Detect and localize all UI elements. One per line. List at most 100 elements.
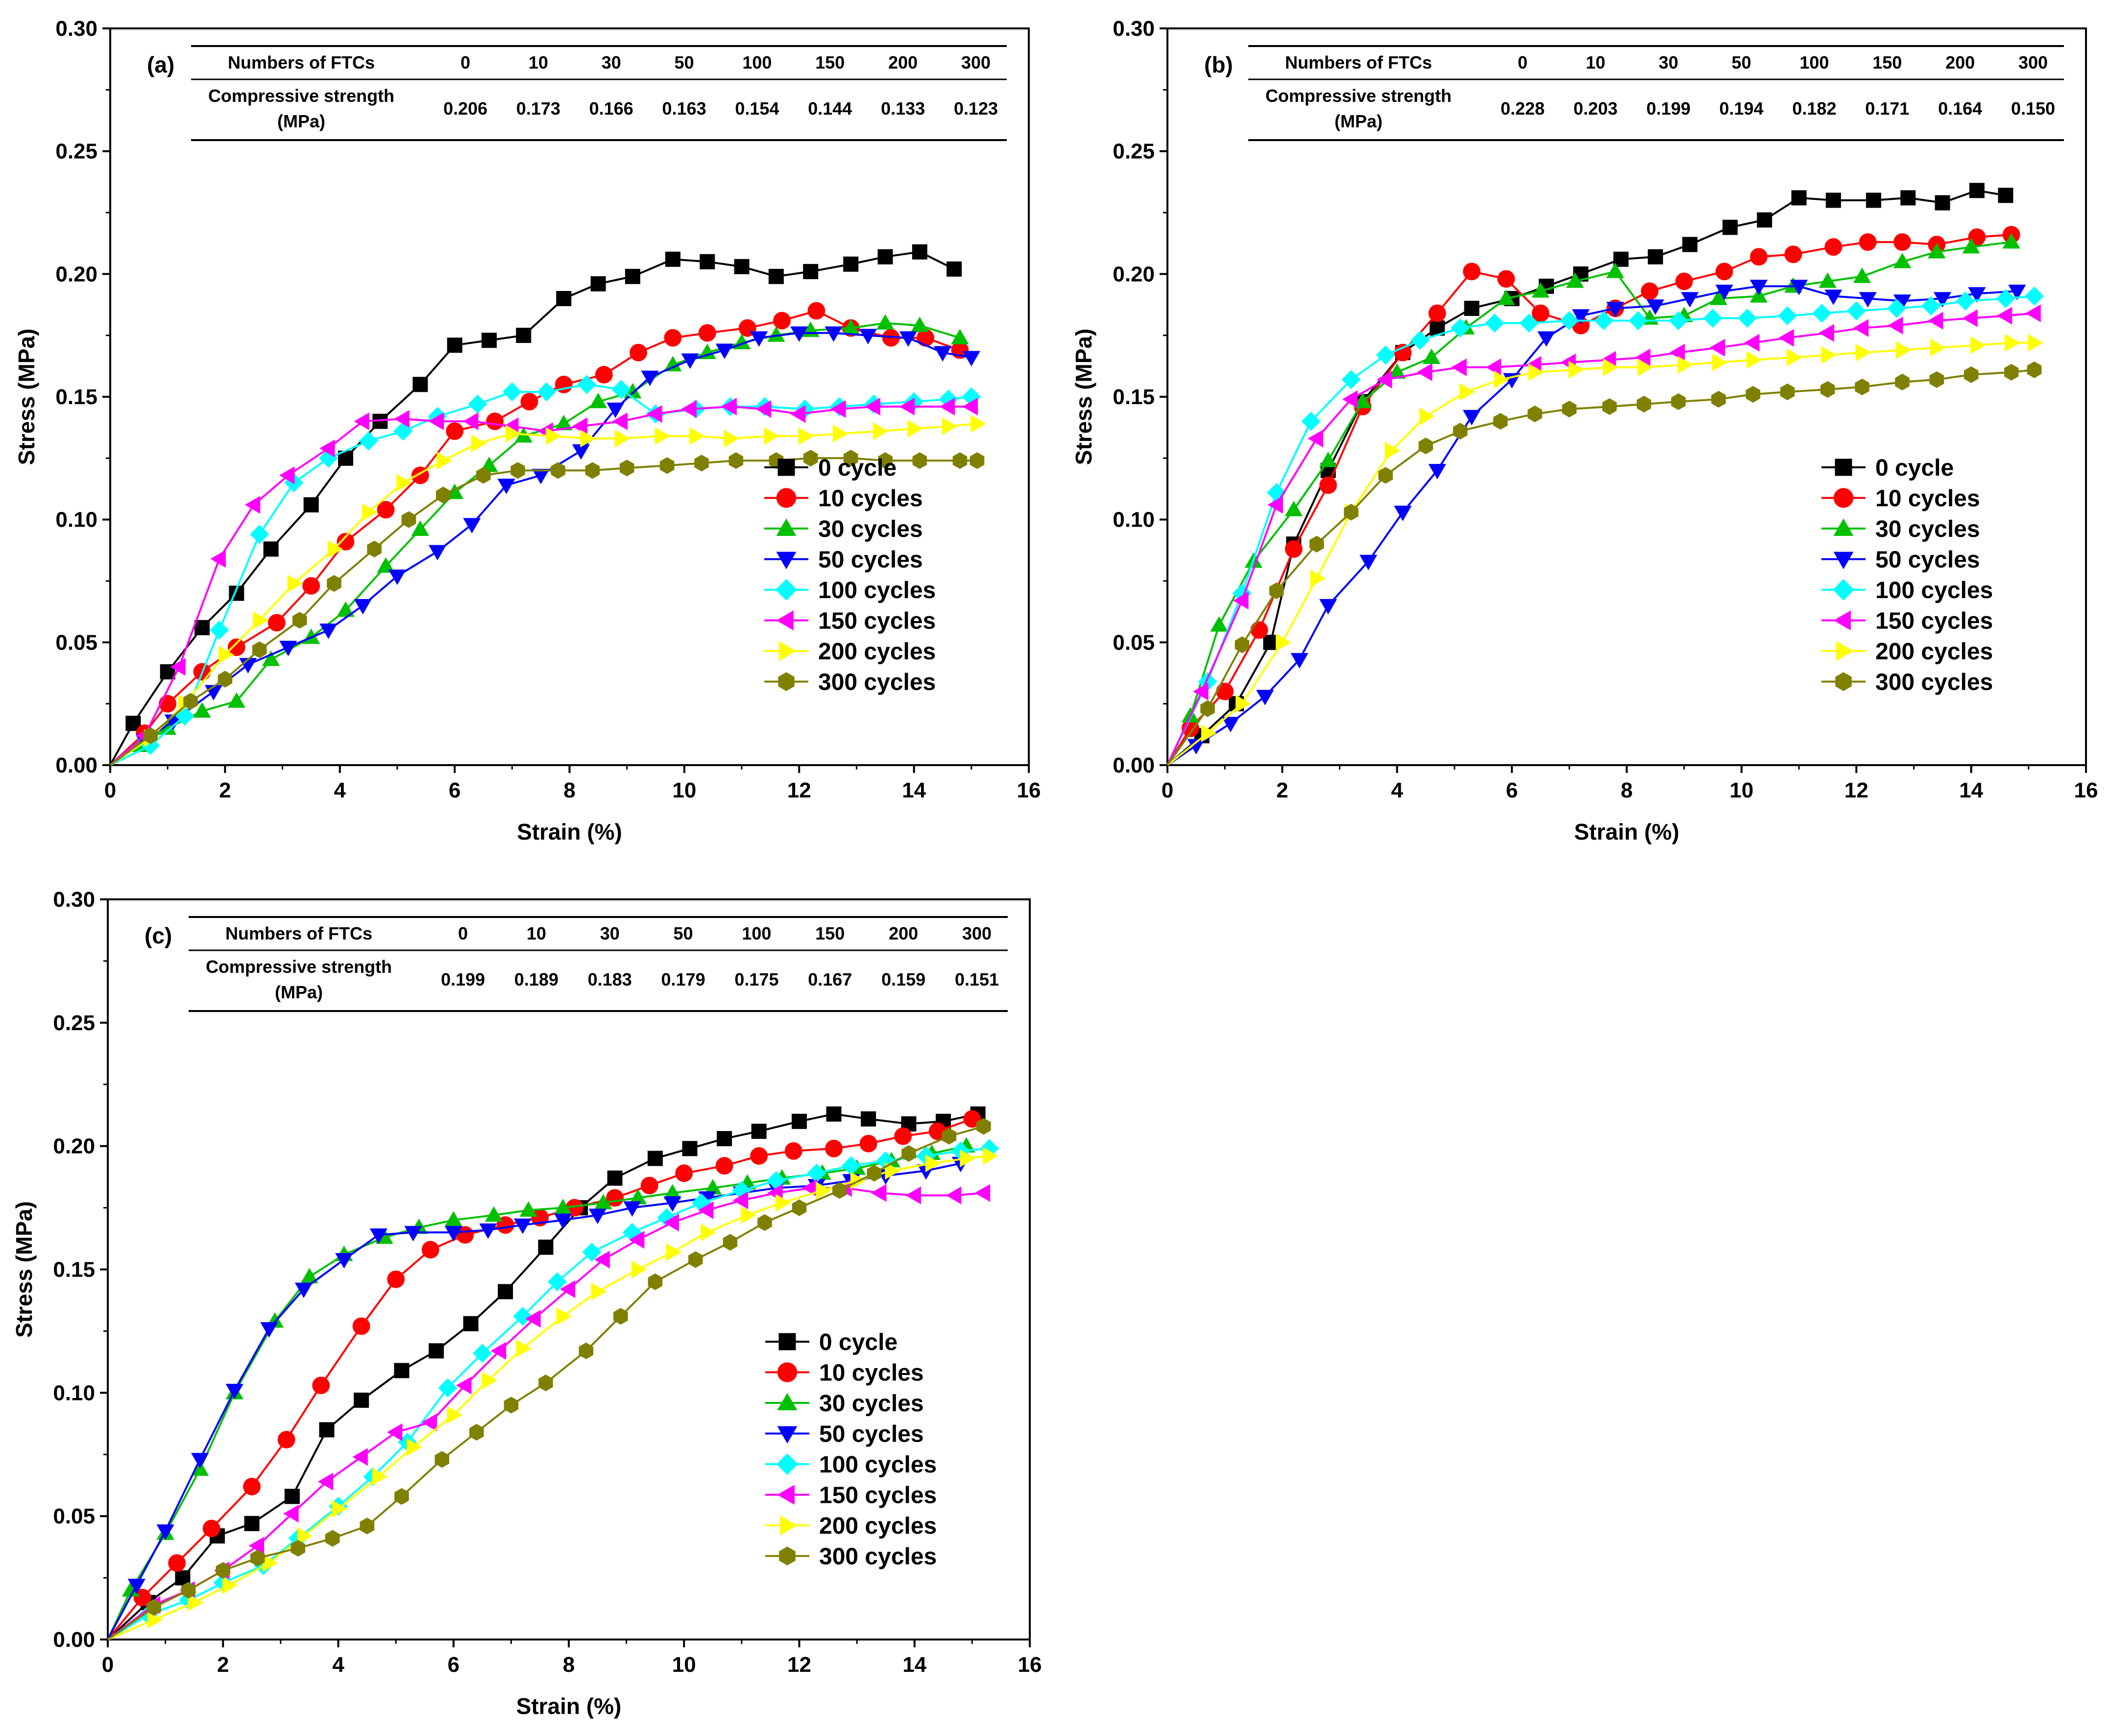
legend-label: 100 cycles <box>819 1452 937 1478</box>
data-point <box>1486 359 1501 376</box>
data-point <box>825 1140 843 1157</box>
data-point <box>860 1135 877 1152</box>
data-point <box>2004 364 2018 380</box>
data-point <box>2005 334 2020 351</box>
data-point <box>413 377 428 392</box>
data-point <box>1485 314 1504 333</box>
data-point <box>1285 540 1302 557</box>
data-point <box>906 1187 921 1204</box>
data-point <box>912 244 927 259</box>
x-tick-label: 4 <box>1391 778 1404 802</box>
data-point <box>1901 191 1916 205</box>
data-point <box>1704 309 1722 328</box>
data-point <box>729 453 743 469</box>
data-point <box>799 428 813 445</box>
table-strength-value: 0.203 <box>1574 98 1618 119</box>
legend-marker <box>1834 552 1853 569</box>
data-point <box>1463 263 1480 280</box>
data-point <box>785 1142 802 1159</box>
x-tick-label: 4 <box>332 1653 344 1677</box>
data-point <box>264 542 278 556</box>
x-tick-label: 14 <box>902 1653 926 1677</box>
series-line <box>110 385 971 765</box>
legend-marker <box>776 579 797 601</box>
data-point <box>1678 357 1693 374</box>
data-point <box>1710 339 1725 356</box>
x-tick-label: 16 <box>1018 1653 1042 1677</box>
data-point <box>203 1520 220 1537</box>
data-point <box>942 418 957 435</box>
data-point <box>1779 329 1794 346</box>
data-point <box>320 624 337 639</box>
data-point <box>1854 268 1871 283</box>
panel-label: (a) <box>147 52 174 77</box>
y-tick-label: 0.15 <box>1113 385 1155 409</box>
data-point <box>591 276 606 291</box>
table-cycle-value: 0 <box>461 52 470 72</box>
panel-label: (c) <box>145 923 172 948</box>
table-strength-value: 0.163 <box>662 98 706 119</box>
data-point <box>641 1177 658 1194</box>
data-point <box>861 1111 876 1126</box>
data-point <box>1493 413 1507 430</box>
legend-label: 200 cycles <box>819 1513 937 1539</box>
table-cycle-value: 150 <box>815 52 845 72</box>
data-point <box>971 415 986 433</box>
table-strength-value: 0.151 <box>955 969 999 989</box>
data-point <box>970 453 984 469</box>
table-strength-value: 0.133 <box>881 98 925 119</box>
data-point <box>422 1241 439 1258</box>
data-point <box>908 420 922 437</box>
x-tick-label: 12 <box>1844 778 1868 802</box>
data-point <box>1859 234 1876 251</box>
data-point <box>268 614 285 631</box>
x-axis-title: Strain (%) <box>517 819 622 844</box>
x-tick-label: 6 <box>448 1653 460 1677</box>
data-point <box>1745 334 1759 351</box>
legend-marker <box>776 519 796 535</box>
data-point <box>878 249 893 264</box>
data-point <box>1821 347 1836 364</box>
table-cycle-value: 300 <box>961 52 991 72</box>
table-strength-value: 0.166 <box>589 98 633 119</box>
data-point <box>1787 349 1802 366</box>
data-point <box>1826 193 1841 208</box>
table-row-label-unit: (MPa) <box>1334 111 1382 131</box>
data-point <box>1778 307 1797 325</box>
table-strength-value: 0.179 <box>661 969 705 989</box>
data-point <box>557 1308 571 1325</box>
legend-label: 0 cycle <box>1875 455 1954 481</box>
legend-label: 30 cycles <box>818 516 923 542</box>
data-point <box>1670 344 1685 362</box>
data-point <box>1429 305 1446 322</box>
x-tick-label: 16 <box>1017 778 1041 802</box>
table-header-label: Numbers of FTCs <box>1285 52 1432 72</box>
table-cycle-value: 50 <box>675 52 694 72</box>
y-tick-label: 0.20 <box>53 1134 95 1158</box>
data-point <box>758 1214 772 1230</box>
legend-marker <box>776 611 793 630</box>
data-point <box>303 629 320 644</box>
data-point <box>947 262 962 276</box>
data-point <box>1417 364 1432 381</box>
data-point <box>2027 362 2041 378</box>
data-point <box>724 430 739 447</box>
data-point <box>792 1200 806 1216</box>
table-cycle-value: 0 <box>1518 52 1528 72</box>
table-cycle-value: 150 <box>815 923 845 943</box>
x-tick-label: 2 <box>1276 778 1288 802</box>
table-cycle-value: 300 <box>2018 52 2048 72</box>
data-point <box>1216 683 1234 700</box>
legend-marker <box>777 1426 797 1443</box>
data-point <box>1377 346 1395 364</box>
data-point <box>1813 304 1831 323</box>
table-cycle-value: 200 <box>889 923 918 943</box>
table-cycle-value: 50 <box>1732 52 1751 72</box>
data-point <box>1969 183 1984 198</box>
data-point <box>1463 410 1480 425</box>
legend-marker <box>777 1363 797 1382</box>
data-point <box>482 333 496 348</box>
data-point <box>397 474 412 491</box>
data-point <box>210 621 229 640</box>
data-point <box>388 1424 402 1441</box>
